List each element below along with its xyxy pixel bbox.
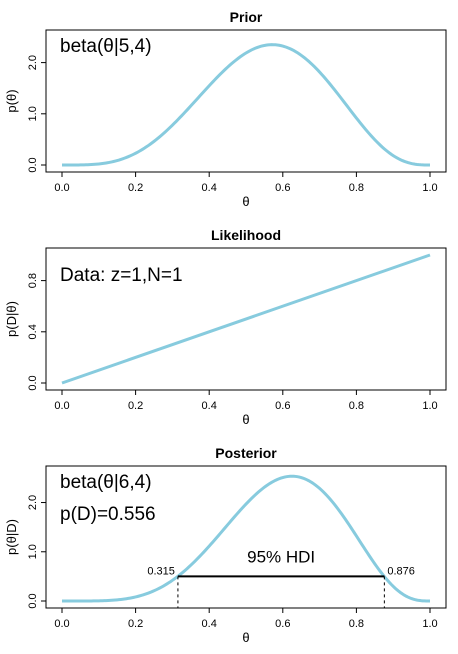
posterior-evidence-label: p(D)=0.556: [60, 504, 156, 525]
x-tick-label: 0.6: [275, 618, 290, 630]
y-tick-label: 2.0: [27, 495, 39, 510]
posterior-plot-frame: [45, 465, 447, 609]
prior-y-axis: 0.0 1.0 2.0: [27, 55, 46, 173]
x-tick-label: 1.0: [422, 618, 437, 630]
prior-title: Prior: [230, 9, 263, 25]
posterior-y-axis: 0.0 1.0 2.0: [27, 495, 46, 609]
posterior-y-axis-label: p(θ|D): [4, 519, 19, 555]
prior-plot-frame: [45, 29, 447, 173]
y-tick-label: 0.0: [27, 593, 39, 608]
prior-density-curve: [62, 43, 430, 167]
y-tick-label: 0.0: [27, 375, 39, 390]
x-tick-label: 1.0: [422, 182, 437, 194]
posterior-panel: Posterior 0.0 0.2 0.4 0.6 0.8 1.0 0.0 1.0 2.0 θ…: [4, 445, 447, 645]
x-tick-label: 0.6: [275, 400, 290, 412]
y-tick-label: 0.4: [27, 324, 39, 339]
hdi-label: 95% HDI: [247, 547, 315, 566]
x-tick-label: 0.6: [275, 182, 290, 194]
likelihood-x-axis: 0.0 0.2 0.4 0.6 0.8 1.0: [54, 390, 438, 412]
y-tick-label: 1.0: [27, 106, 39, 121]
x-tick-label: 0.4: [202, 400, 217, 412]
x-tick-label: 0.2: [128, 618, 143, 630]
posterior-density-curve: [62, 474, 430, 603]
likelihood-y-axis: 0.0 0.4 0.8: [27, 273, 46, 391]
x-tick-label: 0.4: [202, 182, 217, 194]
hdi-high-value: 0.876: [387, 565, 415, 577]
posterior-x-axis-label: θ: [242, 630, 249, 645]
likelihood-y-axis-label: p(D|θ): [4, 301, 19, 337]
posterior-distribution-label: beta(θ|6,4): [60, 472, 152, 493]
prior-x-axis: 0.0 0.2 0.4 0.6 0.8 1.0: [54, 172, 438, 194]
x-tick-label: 0.8: [349, 182, 364, 194]
x-tick-label: 0.2: [128, 182, 143, 194]
y-tick-label: 0.0: [27, 157, 39, 172]
prior-y-axis-label: p(θ): [4, 89, 19, 112]
likelihood-plot-frame: [45, 247, 447, 391]
x-tick-label: 0.4: [202, 618, 217, 630]
y-tick-label: 0.8: [27, 273, 39, 288]
posterior-title: Posterior: [215, 445, 277, 461]
prior-x-axis-label: θ: [242, 194, 249, 209]
y-tick-label: 2.0: [27, 55, 39, 70]
posterior-x-axis: 0.0 0.2 0.4 0.6 0.8 1.0: [54, 608, 438, 630]
y-tick-label: 1.0: [27, 544, 39, 559]
likelihood-panel: Likelihood 0.0 0.2 0.4 0.6 0.8 1.0 0.00.40.8 …: [4, 227, 447, 427]
x-tick-label: 0.0: [54, 400, 69, 412]
x-tick-label: 0.8: [349, 400, 364, 412]
likelihood-line: [61, 253, 431, 385]
likelihood-data-label: Data: z=1,N=1: [60, 265, 183, 286]
hdi-low-value: 0.315: [147, 565, 175, 577]
prior-panel: Prior 0.0 0.2 0.4 0.6 0.8 1.0 0.0 1.0 2.0 θ p(θ…: [4, 9, 447, 209]
prior-distribution-label: beta(θ|5,4): [60, 36, 152, 57]
likelihood-x-axis-label: θ: [242, 412, 249, 427]
x-tick-label: 0.0: [54, 618, 69, 630]
x-tick-label: 0.2: [128, 400, 143, 412]
x-tick-label: 1.0: [422, 400, 437, 412]
x-tick-label: 0.0: [54, 182, 69, 194]
likelihood-title: Likelihood: [211, 227, 281, 243]
x-tick-label: 0.8: [349, 618, 364, 630]
